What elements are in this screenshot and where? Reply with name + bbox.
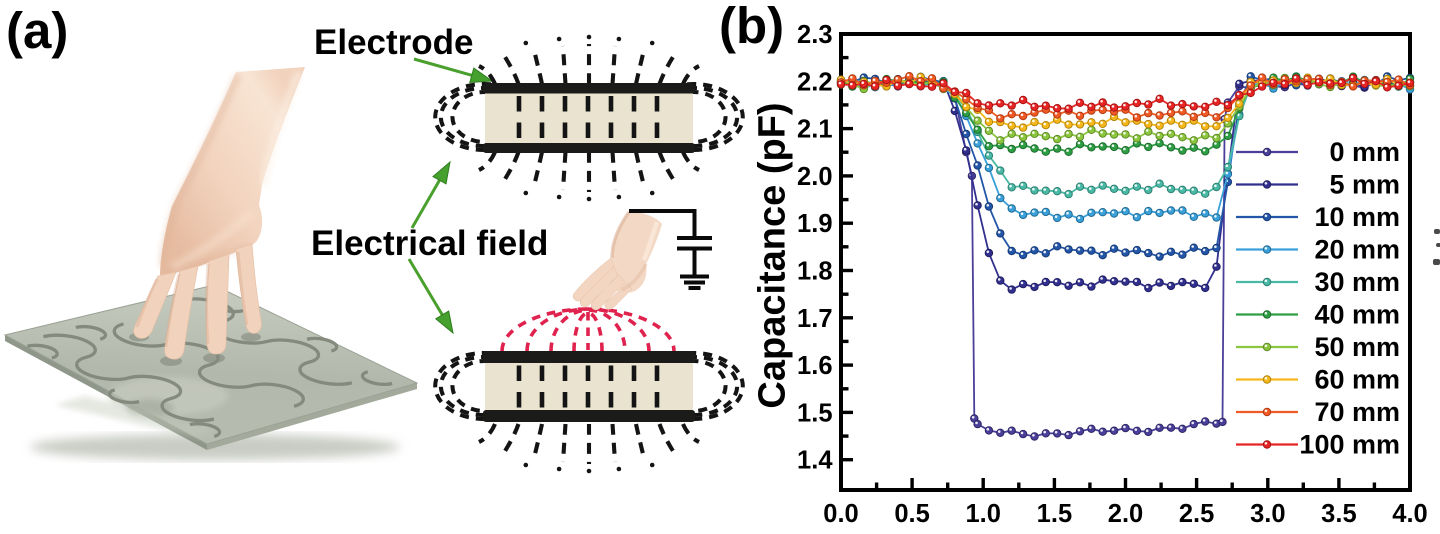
svg-text:3.0: 3.0 — [1250, 500, 1285, 528]
svg-text:2.0: 2.0 — [797, 163, 832, 191]
svg-text:2.1: 2.1 — [797, 116, 832, 144]
svg-text:1.5: 1.5 — [797, 399, 832, 427]
svg-text:1.6: 1.6 — [797, 352, 832, 380]
svg-text:Electrical field: Electrical field — [311, 224, 548, 263]
svg-text:(a): (a) — [6, 2, 68, 59]
svg-text:40 mm: 40 mm — [1314, 300, 1400, 330]
svg-text:2.5: 2.5 — [1179, 500, 1214, 528]
svg-text:10 mm: 10 mm — [1314, 202, 1400, 232]
svg-text:50 mm: 50 mm — [1314, 332, 1400, 362]
svg-text:3.5: 3.5 — [1321, 500, 1356, 528]
svg-text:(b): (b) — [719, 0, 784, 54]
svg-text:Capacitance (pF): Capacitance (pF) — [752, 102, 794, 408]
svg-text:0.5: 0.5 — [894, 500, 929, 528]
svg-text:2.2: 2.2 — [797, 68, 832, 96]
svg-text:1.9: 1.9 — [797, 210, 832, 238]
svg-text:4.0: 4.0 — [1392, 500, 1427, 528]
svg-text:0 mm: 0 mm — [1329, 137, 1400, 167]
svg-text:5 mm: 5 mm — [1329, 170, 1400, 200]
svg-text:1.0: 1.0 — [965, 500, 1000, 528]
svg-text:20 mm: 20 mm — [1314, 235, 1400, 265]
svg-text:2.0: 2.0 — [1108, 500, 1143, 528]
svg-text:1.5: 1.5 — [1037, 500, 1072, 528]
svg-text:Electrode: Electrode — [314, 23, 474, 62]
svg-text:30 mm: 30 mm — [1314, 267, 1400, 297]
svg-text:1.4: 1.4 — [797, 447, 833, 475]
svg-text:0.0: 0.0 — [823, 500, 858, 528]
svg-text:1.7: 1.7 — [797, 305, 832, 333]
svg-text:2.3: 2.3 — [797, 21, 832, 49]
svg-text:1.8: 1.8 — [797, 258, 832, 286]
svg-text:60 mm: 60 mm — [1314, 365, 1400, 395]
svg-text:100 mm: 100 mm — [1299, 430, 1400, 460]
svg-text:70 mm: 70 mm — [1314, 397, 1400, 427]
